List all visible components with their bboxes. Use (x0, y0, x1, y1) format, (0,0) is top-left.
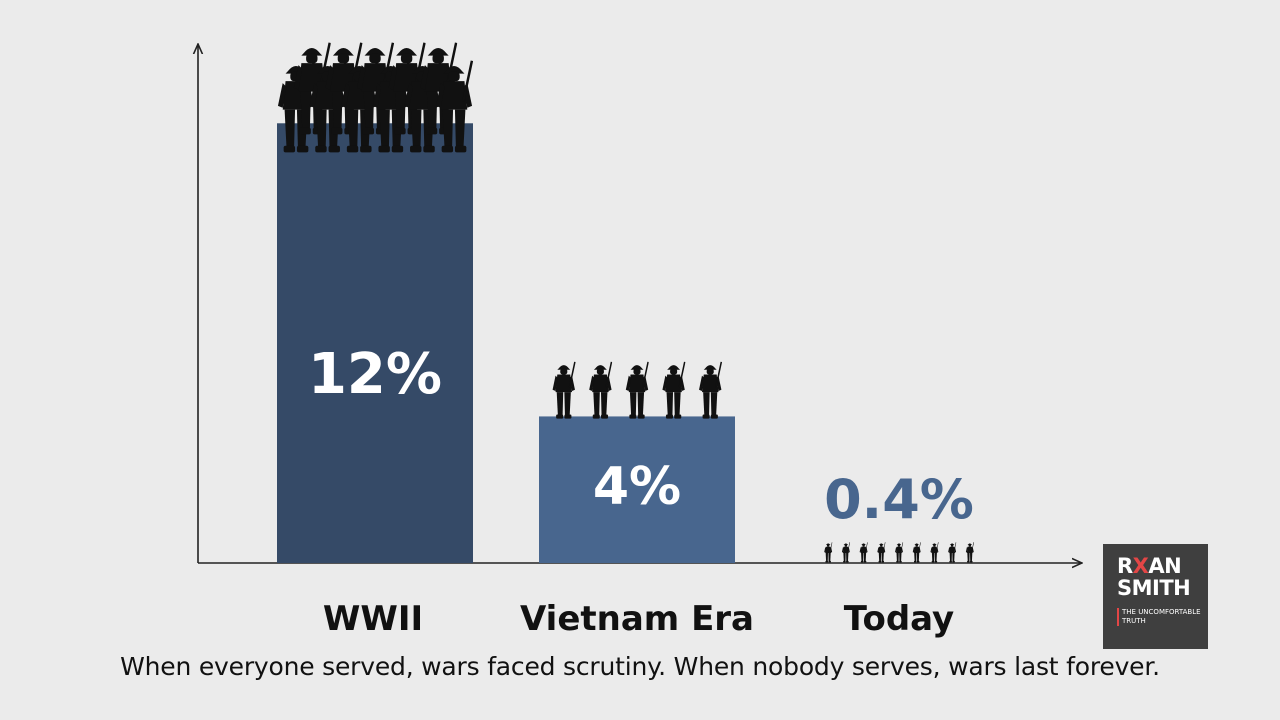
soldier-icon (877, 542, 886, 563)
soldier-icon (625, 361, 649, 419)
soldier-icon (965, 542, 974, 563)
soldier-icon (930, 542, 939, 563)
value-label-today: 0.4% (824, 468, 974, 531)
soldier-icon (552, 361, 576, 419)
soldier-icon (662, 361, 686, 419)
bar-vietnam-era (539, 416, 735, 563)
brand-logo: RXAN SMITH THE UNCOMFORTABLE TRUTH (1103, 544, 1208, 649)
bar-wwii (277, 123, 473, 564)
value-label-wwii: 12% (308, 342, 442, 407)
chart-caption: When everyone served, wars faced scrutin… (120, 652, 1160, 681)
logo-line-1: RXAN (1117, 554, 1182, 578)
category-label-today: Today (844, 599, 954, 639)
category-label-wwii: WWII (323, 599, 423, 639)
soldier-icon (824, 542, 833, 563)
category-label-vietnam-era: Vietnam Era (520, 599, 754, 639)
soldier-icon (859, 542, 868, 563)
soldier-icon (841, 542, 851, 563)
logo-tagline: THE UNCOMFORTABLE TRUTH (1117, 608, 1204, 626)
soldier-icon (948, 542, 957, 563)
soldier-icon (589, 361, 613, 419)
soldier-icon (895, 542, 904, 563)
value-label-vietnam-era: 4% (593, 457, 681, 517)
logo-line-2: SMITH (1117, 576, 1191, 600)
soldier-icon (912, 542, 921, 563)
soldier-icon (699, 361, 722, 419)
